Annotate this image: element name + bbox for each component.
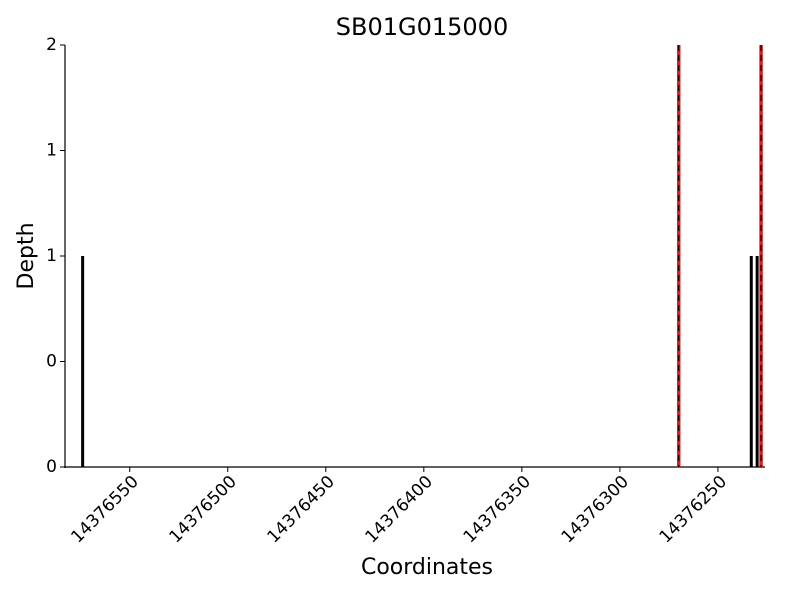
x-tick-label: 14376550 (67, 472, 142, 547)
y-tick-label: 0 (46, 457, 57, 477)
x-tick-label: 14376350 (460, 472, 535, 547)
bar (749, 256, 753, 467)
x-axis-label: Coordinates (361, 555, 493, 580)
y-axis-label: Depth (14, 222, 39, 289)
bar (755, 256, 759, 467)
y-tick-label: 1 (46, 141, 57, 161)
x-tick-label: 14376400 (362, 472, 437, 547)
x-tick-label: 14376300 (558, 472, 633, 547)
y-tick-label: 0 (46, 352, 57, 372)
y-tick-label: 2 (46, 35, 57, 55)
x-tick-label: 14376250 (656, 472, 731, 547)
bar (81, 256, 85, 467)
x-tick-label: 14376500 (165, 472, 240, 547)
chart-title: SB01G015000 (336, 13, 508, 41)
x-tick-label: 14376450 (264, 472, 339, 547)
y-tick-label: 1 (46, 246, 57, 266)
